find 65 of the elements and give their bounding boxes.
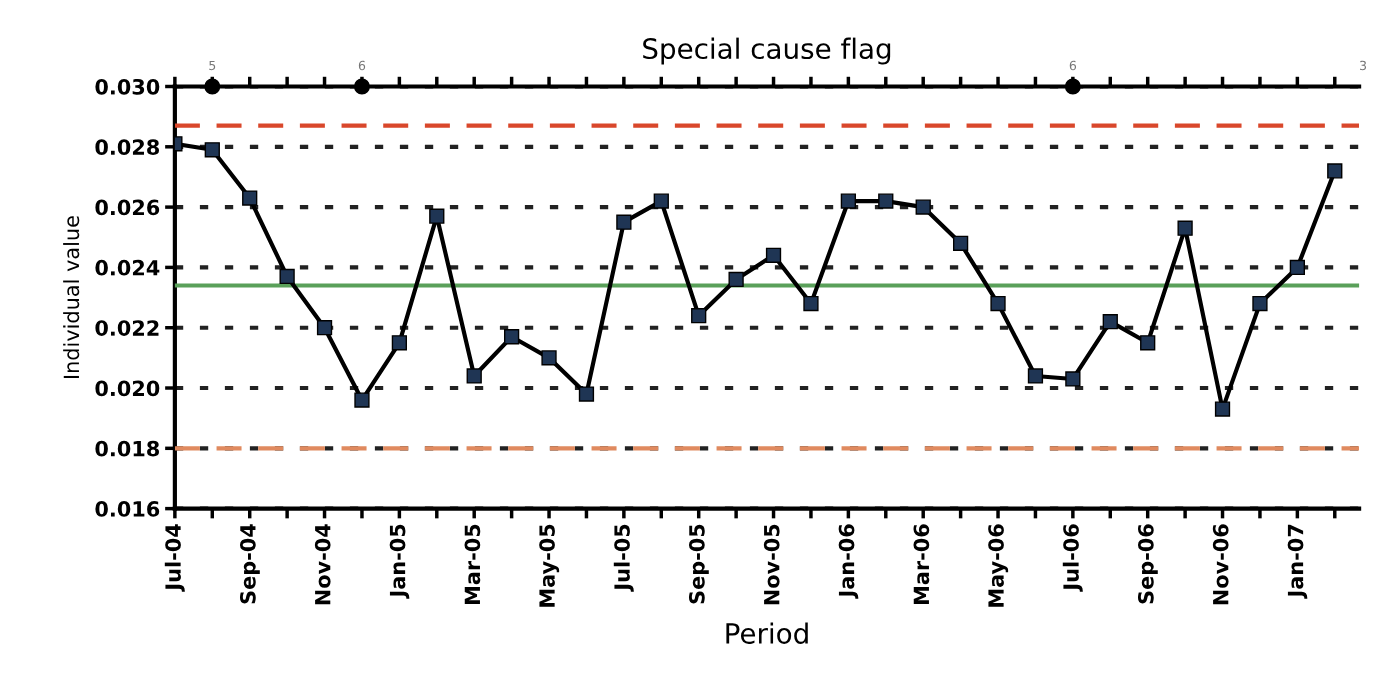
point bbox=[466, 368, 482, 384]
x-tick-label: May-05 bbox=[539, 524, 560, 607]
point bbox=[952, 235, 969, 251]
x-tick-label: Jul-05 bbox=[613, 524, 634, 592]
point bbox=[578, 386, 595, 402]
x-tick-label: Nov-05 bbox=[763, 524, 780, 605]
point bbox=[204, 78, 221, 95]
text: 5 bbox=[209, 60, 216, 71]
y-tick-label: 0.020 bbox=[95, 380, 160, 397]
point bbox=[391, 335, 408, 351]
y-tick-label: 0.026 bbox=[95, 199, 160, 216]
y-tick-label: 0.024 bbox=[95, 259, 160, 276]
point bbox=[691, 308, 707, 324]
point bbox=[915, 199, 931, 215]
x-tick-label: Jan-06 bbox=[838, 524, 859, 599]
y-tick-label: 0.018 bbox=[95, 440, 160, 457]
point bbox=[204, 142, 220, 158]
x-axis-title: Period bbox=[726, 622, 808, 644]
point bbox=[1289, 259, 1306, 276]
text: 6 bbox=[358, 60, 366, 71]
x-tick-label: Sep-05 bbox=[688, 524, 709, 604]
x-tick-label: Jul-04 bbox=[164, 524, 185, 592]
x-tick-label: Jul-06 bbox=[1062, 524, 1083, 592]
y-axis-title: Individual value bbox=[63, 216, 80, 379]
point bbox=[803, 295, 819, 312]
x-tick-label: Sep-06 bbox=[1137, 524, 1158, 604]
x-tick-label: Jan-07 bbox=[1287, 524, 1308, 599]
point bbox=[1140, 335, 1156, 351]
point bbox=[1214, 401, 1231, 417]
point bbox=[1177, 220, 1193, 236]
point bbox=[1065, 371, 1081, 387]
point bbox=[242, 190, 258, 206]
point bbox=[429, 208, 445, 224]
point bbox=[728, 271, 744, 288]
point bbox=[1064, 78, 1081, 95]
point bbox=[541, 350, 557, 366]
point bbox=[1102, 314, 1118, 330]
chart-title: Special cause flag bbox=[643, 37, 891, 65]
point bbox=[653, 193, 669, 209]
y-tick-label: 0.022 bbox=[95, 320, 159, 336]
point bbox=[354, 392, 370, 408]
x-tick-label: Mar-06 bbox=[913, 524, 930, 604]
y-tick-label: 0.030 bbox=[95, 78, 160, 95]
y-tick-label: 0.016 bbox=[95, 501, 160, 517]
y-tick-label: 0.028 bbox=[95, 139, 160, 156]
point bbox=[1327, 163, 1343, 179]
point bbox=[1252, 295, 1268, 312]
text: 3 bbox=[1360, 60, 1367, 71]
x-tick-label: Sep-04 bbox=[240, 524, 260, 604]
point bbox=[990, 295, 1006, 312]
point bbox=[840, 193, 857, 209]
point bbox=[878, 193, 894, 209]
point bbox=[1027, 368, 1044, 384]
point bbox=[279, 268, 295, 285]
point bbox=[616, 214, 632, 230]
x-tick-label: Mar-05 bbox=[464, 524, 481, 604]
point bbox=[765, 247, 782, 263]
text: 6 bbox=[1069, 60, 1077, 71]
x-tick-label: Jan-05 bbox=[389, 524, 410, 599]
x-tick-label: Nov-06 bbox=[1212, 524, 1229, 605]
point bbox=[353, 78, 370, 95]
point bbox=[316, 320, 333, 336]
x-tick-label: Nov-04 bbox=[314, 524, 331, 605]
x-tick-label: May-06 bbox=[988, 524, 1009, 607]
point bbox=[503, 329, 520, 345]
